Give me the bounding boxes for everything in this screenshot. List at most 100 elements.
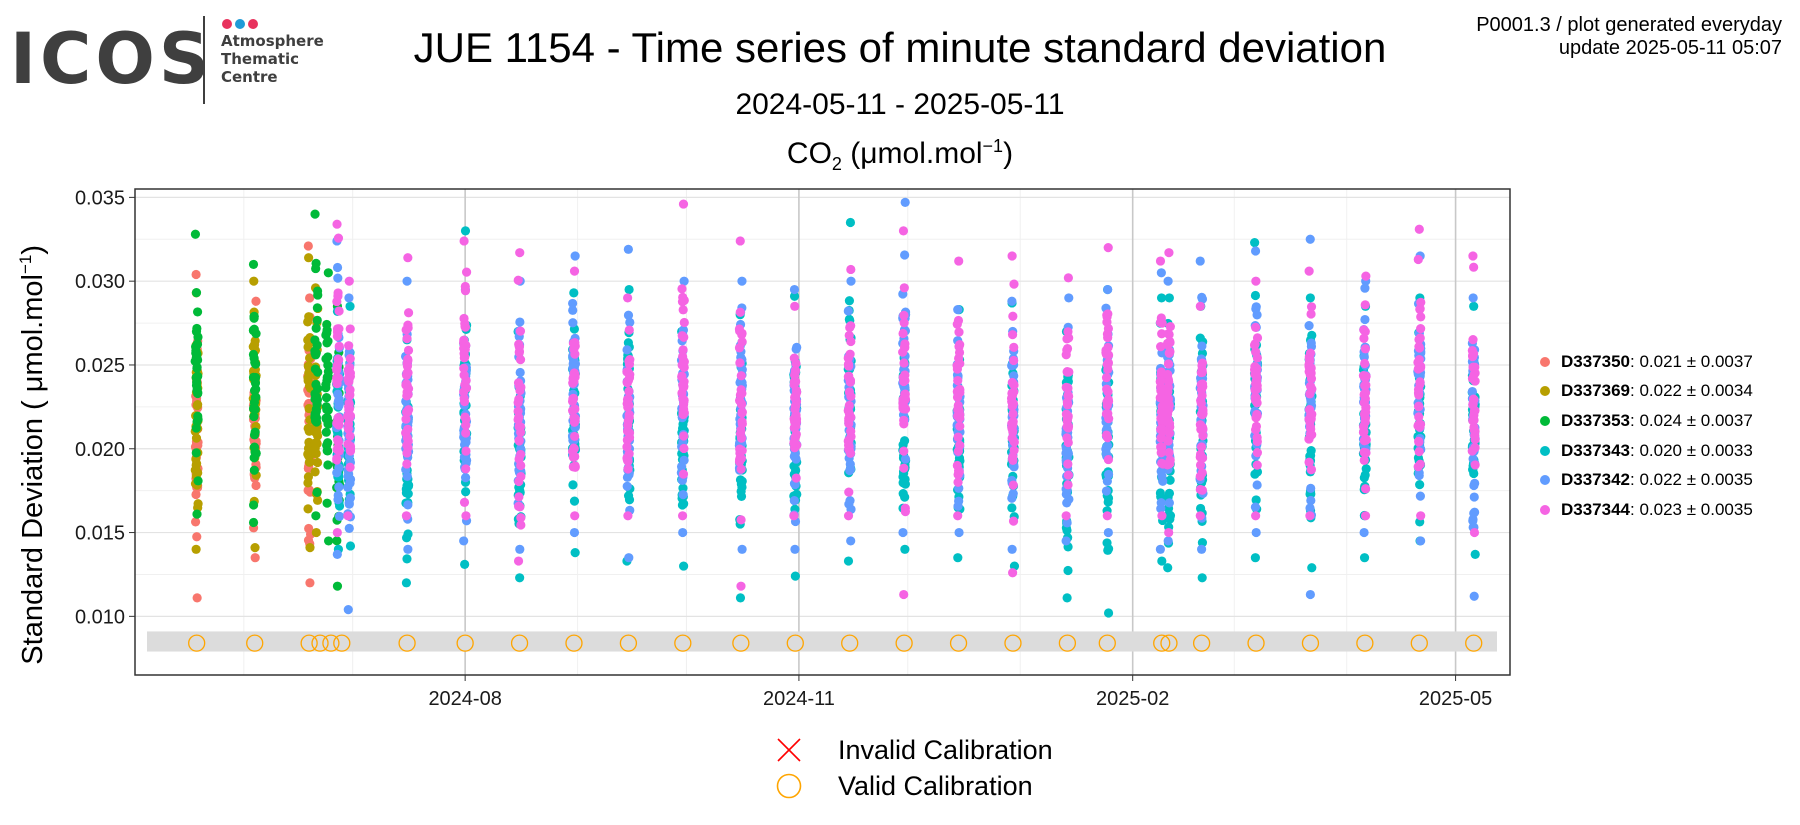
data-point — [1164, 498, 1174, 508]
data-point — [461, 446, 471, 456]
data-point — [345, 441, 356, 451]
data-point — [1103, 243, 1113, 253]
data-point — [1061, 536, 1071, 546]
data-point — [1306, 302, 1317, 312]
data-point — [568, 378, 578, 388]
data-point — [251, 359, 261, 369]
data-point — [304, 293, 315, 303]
data-point — [305, 578, 315, 588]
data-point — [515, 544, 525, 554]
data-point — [1359, 436, 1369, 446]
data-point — [403, 389, 413, 400]
data-point — [460, 226, 471, 236]
data-point — [1416, 511, 1426, 521]
data-point — [1413, 254, 1423, 265]
data-point — [345, 390, 355, 400]
data-point — [789, 511, 799, 521]
legend-stats: : 0.023 ± 0.0035 — [1630, 499, 1753, 519]
data-point — [1163, 276, 1173, 286]
plot-background — [135, 189, 1510, 675]
data-point — [1359, 455, 1369, 465]
data-point — [1468, 334, 1478, 345]
data-point — [191, 287, 202, 298]
data-point — [515, 573, 525, 583]
calibration-band — [147, 631, 1497, 652]
data-point — [1164, 428, 1175, 438]
data-point — [1009, 279, 1019, 289]
data-point — [1165, 510, 1176, 521]
data-point — [899, 283, 909, 293]
data-point — [334, 511, 345, 522]
data-point — [1103, 309, 1113, 319]
data-point — [1197, 361, 1207, 371]
data-point — [461, 420, 471, 430]
data-point — [1305, 503, 1315, 513]
data-point — [516, 513, 526, 523]
unit-open: (μmol.mol — [841, 137, 983, 170]
data-point — [344, 293, 354, 303]
data-point — [677, 284, 687, 294]
data-point — [736, 486, 746, 496]
data-point — [402, 471, 412, 482]
data-point — [568, 305, 578, 315]
data-point — [192, 363, 202, 373]
icos-logo: ICOS Atmosphere Thematic Centre — [10, 14, 340, 106]
data-point — [1164, 527, 1174, 538]
legend-swatch — [1540, 475, 1550, 486]
data-point — [900, 492, 910, 502]
unit-species: CO — [786, 137, 832, 170]
data-point — [191, 423, 201, 433]
data-point — [1250, 347, 1261, 357]
data-point — [1250, 361, 1260, 372]
data-point — [678, 305, 688, 315]
data-point — [1102, 476, 1112, 486]
data-point — [303, 423, 313, 433]
data-point — [1196, 442, 1207, 452]
data-point — [844, 418, 854, 429]
data-point — [1414, 224, 1424, 234]
valid-calibration-marker — [398, 634, 416, 652]
data-point — [843, 556, 854, 566]
data-point — [737, 544, 747, 554]
data-point — [570, 511, 580, 521]
data-point — [789, 451, 799, 461]
data-point — [459, 363, 469, 373]
valid-calibration-marker — [619, 634, 638, 652]
data-point — [900, 507, 910, 517]
data-point — [192, 400, 202, 411]
data-point — [845, 495, 855, 506]
data-point — [460, 352, 470, 362]
data-point — [1164, 293, 1174, 303]
data-point — [1251, 421, 1262, 431]
legend-series-name: D337353 — [1561, 410, 1631, 430]
data-point — [1416, 297, 1426, 307]
data-point — [1156, 503, 1166, 514]
data-point — [953, 511, 963, 521]
data-point — [679, 357, 689, 367]
data-point — [846, 264, 856, 275]
data-point — [516, 427, 526, 437]
data-point — [625, 317, 635, 327]
data-point — [459, 313, 469, 324]
data-point — [953, 469, 963, 480]
data-point — [1163, 369, 1173, 380]
data-point — [1467, 373, 1478, 384]
calibration-legend-item: Valid Calibration — [770, 768, 1053, 804]
data-point — [249, 411, 259, 422]
logo-dot — [248, 19, 258, 29]
data-point — [334, 446, 344, 456]
data-point — [461, 487, 471, 497]
data-point — [1164, 329, 1174, 340]
data-point — [1163, 563, 1173, 573]
data-point — [1062, 334, 1072, 344]
data-point — [1063, 459, 1073, 469]
data-point — [1415, 377, 1425, 387]
data-point — [900, 454, 911, 464]
data-point — [1196, 385, 1207, 395]
data-point — [1164, 448, 1174, 458]
data-point — [899, 358, 909, 368]
data-point — [334, 482, 344, 492]
data-point — [332, 581, 343, 591]
data-point — [736, 399, 746, 409]
data-point — [1469, 425, 1479, 435]
